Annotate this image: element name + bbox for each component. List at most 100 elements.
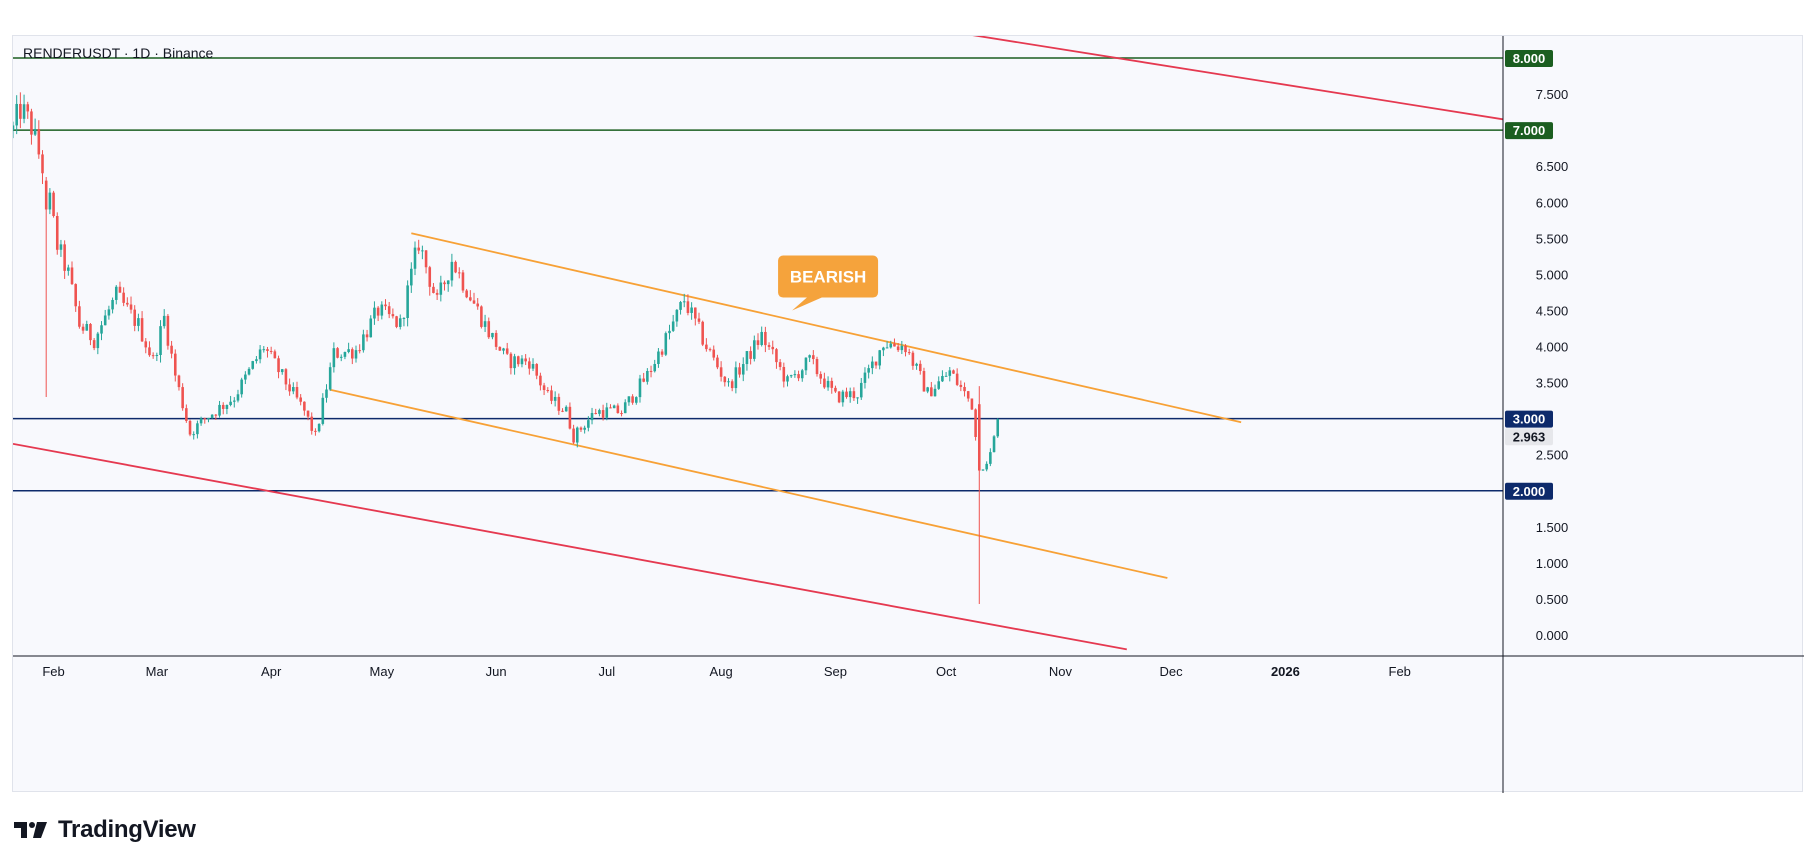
- level-badge-label: 3.000: [1513, 412, 1546, 427]
- candle-body: [918, 363, 922, 372]
- candle-body: [981, 469, 985, 471]
- candle-body: [550, 390, 553, 401]
- candle-body: [793, 374, 797, 376]
- candle-body: [266, 349, 269, 351]
- candle-body: [306, 410, 310, 417]
- candle-body: [944, 375, 948, 377]
- candle-body: [280, 369, 284, 373]
- candle-body: [568, 406, 572, 429]
- candle-body: [867, 368, 870, 373]
- y-tick-label: 6.000: [1536, 195, 1569, 210]
- candle-body: [553, 396, 557, 401]
- candle-body: [236, 394, 240, 401]
- y-tick-label: 0.500: [1536, 592, 1569, 607]
- candle-body: [520, 358, 524, 365]
- candle-body: [612, 405, 616, 409]
- candle-body: [424, 250, 428, 268]
- candle-body: [122, 292, 125, 303]
- candle-body: [461, 272, 465, 291]
- candle-body: [719, 367, 723, 377]
- candle-body: [716, 357, 719, 368]
- candle-body: [483, 321, 487, 327]
- candle-body: [587, 420, 590, 428]
- candle-body: [660, 351, 664, 355]
- candle-body: [15, 103, 18, 126]
- candle-body: [472, 300, 476, 304]
- candle-body: [432, 286, 435, 293]
- candle-body: [96, 333, 100, 349]
- candle-body: [812, 355, 815, 360]
- candle-body: [428, 267, 432, 287]
- candle-body: [214, 414, 218, 416]
- x-tick-label: Oct: [936, 664, 957, 679]
- candle-body: [782, 366, 786, 382]
- candle-body: [192, 434, 196, 436]
- candle-body: [299, 397, 302, 402]
- tradingview-logo[interactable]: TradingView: [14, 816, 196, 844]
- candle-body: [808, 355, 811, 358]
- candle-body: [196, 423, 199, 435]
- candle-body: [653, 363, 657, 372]
- candle-body: [513, 356, 516, 369]
- candle-body: [277, 358, 280, 373]
- candle-body: [874, 361, 878, 366]
- candle-body: [797, 374, 800, 379]
- candle-body: [13, 125, 15, 131]
- candle-body: [815, 359, 819, 375]
- candle-body: [900, 345, 904, 351]
- candle-body: [457, 272, 461, 274]
- candle-body: [531, 364, 535, 369]
- candle-body: [199, 418, 203, 424]
- candle-body: [443, 282, 446, 285]
- chart-pane[interactable]: BEARISH 0.000 0.500 1.000 1.500 2.500 3.500 4.0…: [12, 35, 1804, 793]
- candle-body: [705, 344, 708, 350]
- trendline-red-lower: [13, 442, 1127, 651]
- candle-body: [137, 318, 140, 326]
- candle-body: [778, 362, 782, 367]
- candle-body: [789, 375, 793, 377]
- candle-body: [970, 398, 974, 410]
- candle-body: [952, 370, 955, 374]
- x-tick-label: Dec: [1160, 664, 1184, 679]
- trendline-orange-upper: [411, 232, 1242, 424]
- candle-body: [314, 430, 317, 432]
- candle-body: [126, 302, 129, 305]
- level-badge-2.000: [1505, 482, 1553, 500]
- candle-body: [542, 385, 546, 391]
- candle-body: [915, 363, 918, 366]
- candle-body: [605, 407, 609, 418]
- candle-body: [664, 333, 668, 355]
- candle-body: [476, 303, 479, 307]
- candle-body: [963, 386, 966, 392]
- candle-body: [295, 387, 299, 398]
- candle-body: [92, 340, 96, 349]
- y-tick-label: 0.000: [1536, 628, 1569, 643]
- candle-body: [590, 413, 594, 421]
- candle-body: [391, 314, 395, 317]
- candle-body: [823, 378, 826, 388]
- candle-body: [480, 306, 483, 327]
- candle-body: [44, 180, 48, 210]
- candle-body: [730, 381, 734, 389]
- candle-body: [144, 341, 148, 348]
- trendline-red-upper: [972, 36, 1503, 121]
- candle-body: [764, 331, 767, 346]
- brand-name: TradingView: [58, 816, 196, 843]
- candle-body: [834, 387, 837, 392]
- candle-body: [760, 331, 763, 345]
- candle-body: [524, 358, 527, 362]
- candle-body: [712, 349, 716, 358]
- candle-body: [561, 410, 564, 412]
- candle-body: [856, 397, 859, 399]
- candle-body: [221, 404, 225, 409]
- candle-body: [181, 387, 184, 409]
- candle-body: [896, 346, 900, 351]
- candle-body: [697, 318, 701, 322]
- candle-body: [365, 334, 369, 338]
- candle-body: [129, 304, 133, 310]
- price-chart[interactable]: BEARISH 0.000 0.500 1.000 1.500 2.500 3.500 4.0…: [13, 36, 1804, 793]
- candle-body: [218, 404, 221, 416]
- candle-body: [642, 378, 645, 382]
- candle-body: [930, 387, 933, 397]
- candle-body: [273, 351, 277, 359]
